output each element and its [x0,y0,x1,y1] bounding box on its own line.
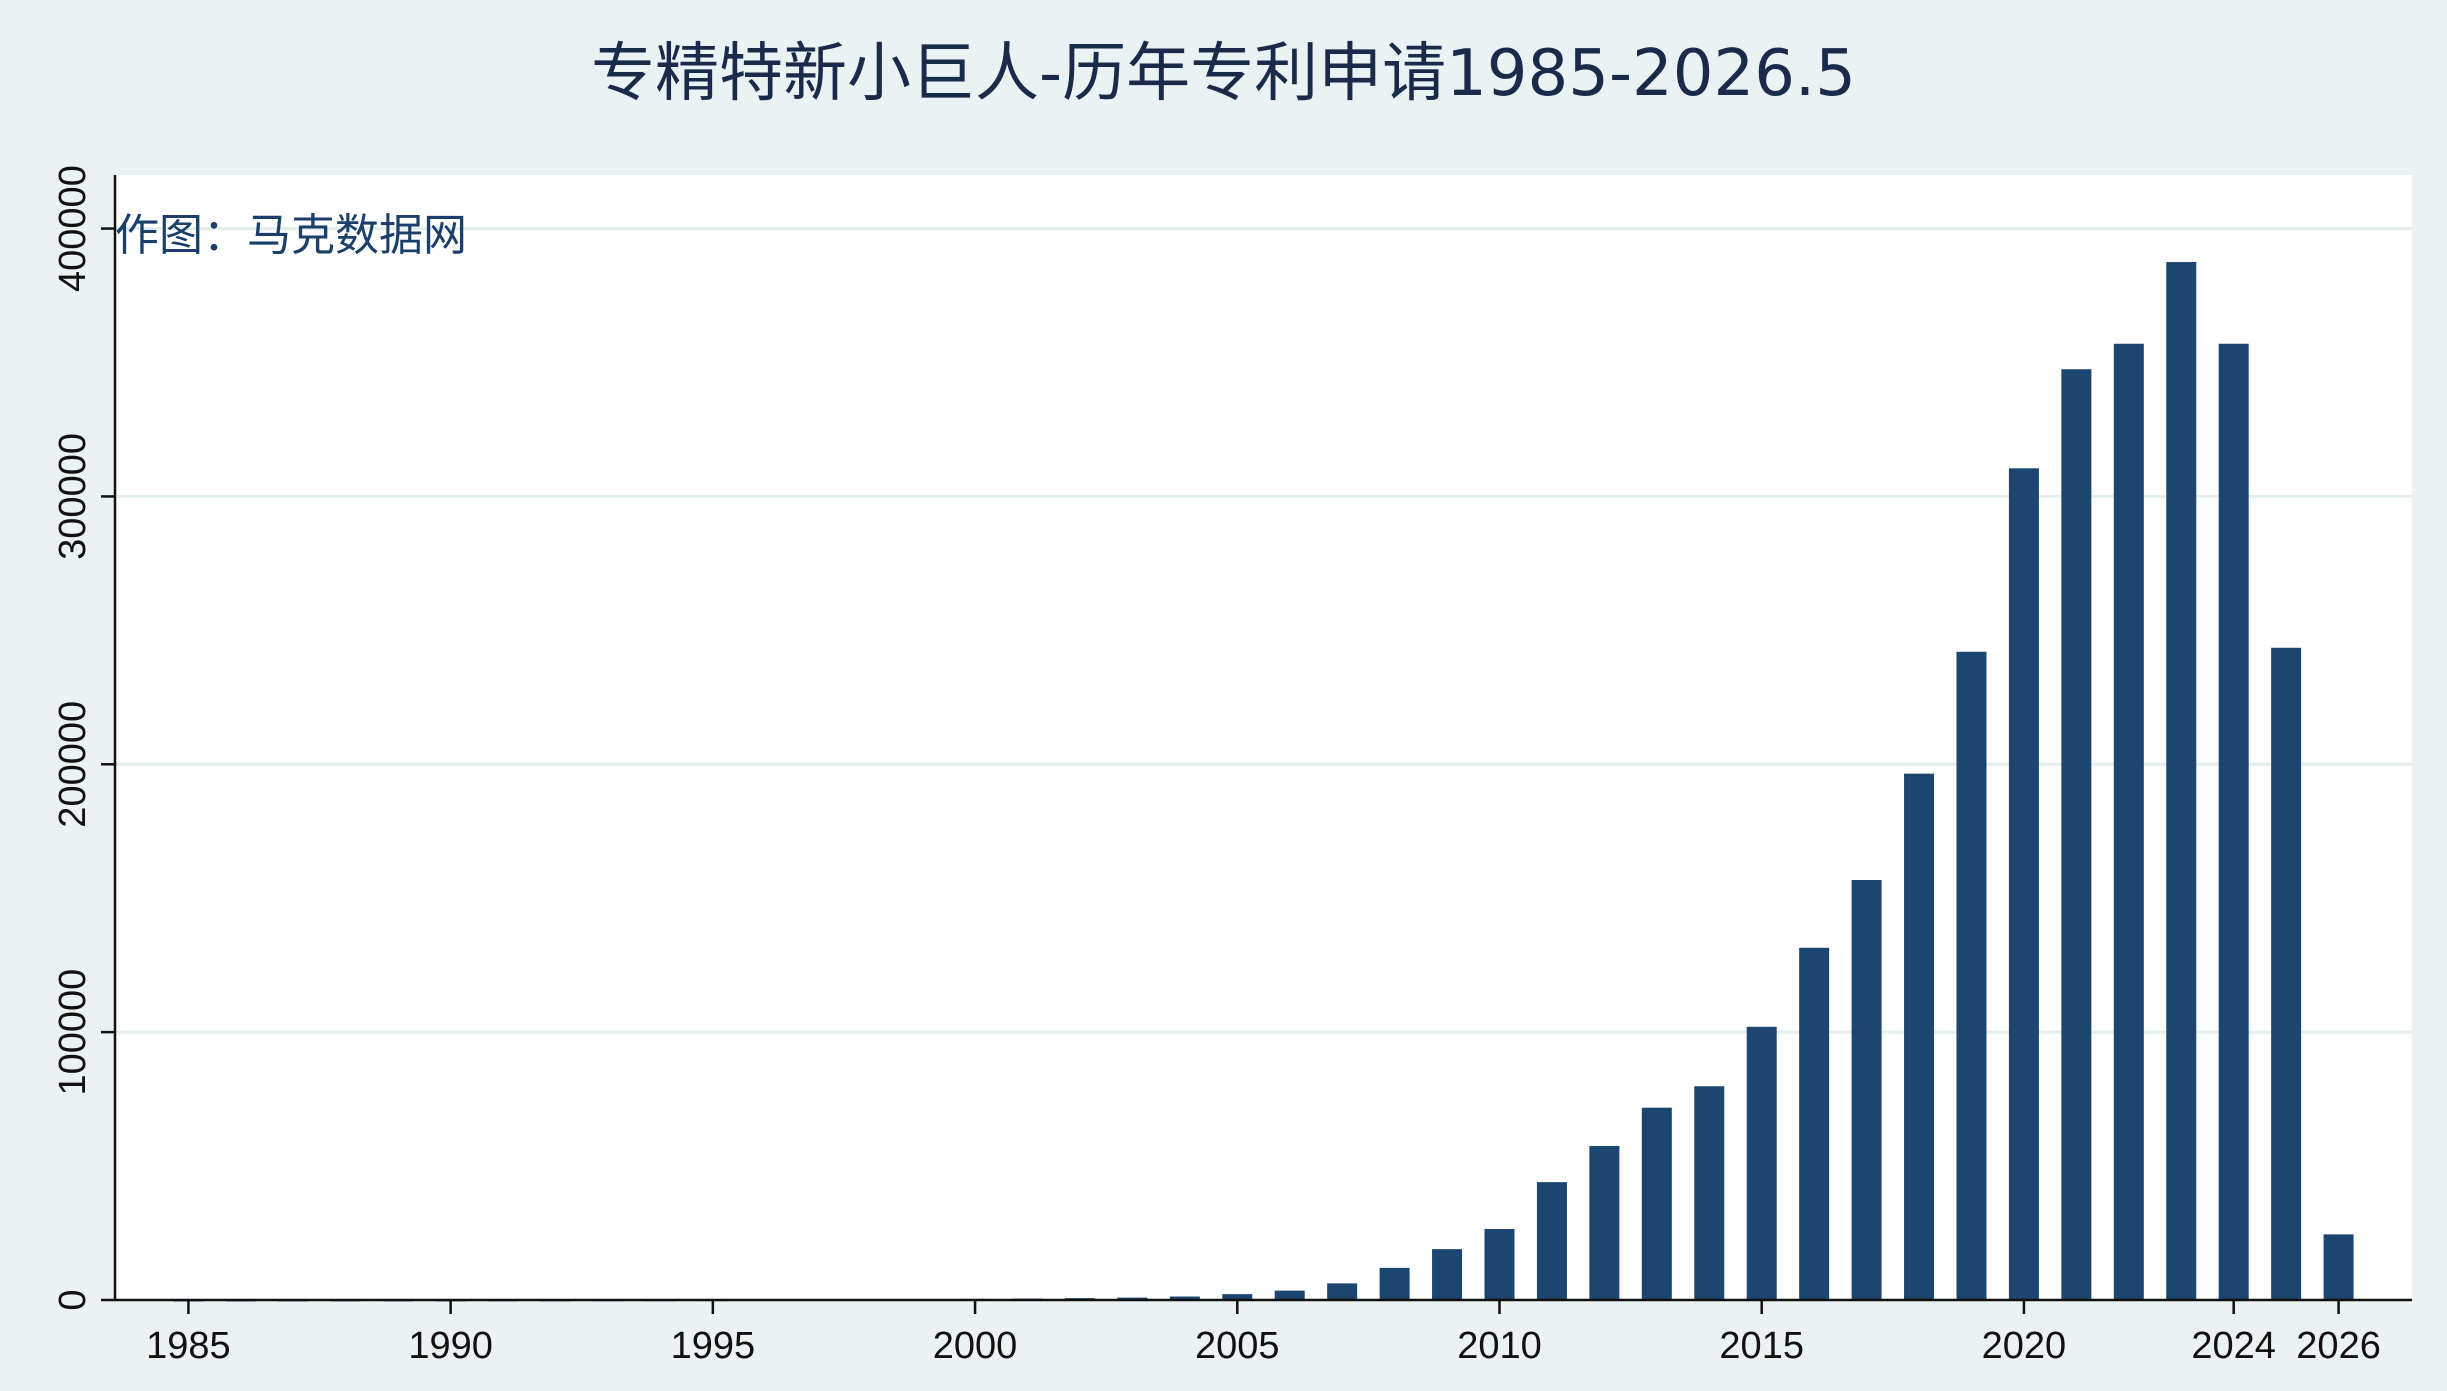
bar-2021 [2061,369,2092,1301]
x-tick-label: 1985 [146,1325,231,1367]
y-tick-label: 0 [52,1289,94,1310]
bar-2025 [2271,647,2302,1300]
y-tick-label: 300000 [52,433,94,560]
x-tick-label: 1990 [408,1325,493,1367]
x-tick-label: 2020 [1982,1325,2067,1367]
bar-2011 [1536,1182,1567,1300]
y-tick-label: 100000 [52,969,94,1096]
bar-2014 [1694,1086,1725,1300]
x-tick-label: 2024 [2191,1325,2276,1367]
bar-2009 [1432,1249,1463,1300]
bar-2007 [1327,1283,1358,1300]
bar-2004 [1169,1296,1200,1300]
chart-title: 专精特新小巨人-历年专利申请1985-2026.5 [591,37,1856,111]
bar-2015 [1746,1026,1777,1300]
bar-2024 [2218,343,2249,1300]
x-tick-label: 2015 [1719,1325,1804,1367]
bar-2022 [2113,343,2144,1300]
tick-labels: 0 100000 200000 300000 400000 1985 1990 1995 200… [52,165,2381,1367]
bar-2005 [1222,1294,1253,1300]
x-tick-label: 2026 [2296,1325,2381,1367]
x-tick-label: 2000 [933,1325,1018,1367]
x-tick-label: 2005 [1195,1325,1280,1367]
y-tick-label: 200000 [52,701,94,828]
axes [101,175,2412,1314]
bar-2013 [1641,1107,1672,1300]
bar-2017 [1851,880,1882,1300]
bar-2006 [1274,1290,1305,1300]
bar-2018 [1904,773,1935,1300]
x-tick-label: 2010 [1457,1325,1542,1367]
x-tick-label: 1995 [671,1325,756,1367]
bar-2010 [1484,1229,1515,1300]
bar-2008 [1379,1267,1410,1300]
bar-2020 [2008,468,2039,1300]
bar-2026 [2323,1234,2354,1300]
chart-annotation: 作图：马克数据网 [115,210,467,261]
bar-2019 [1956,651,1987,1300]
bars [173,262,2354,1302]
y-tick-label: 400000 [52,165,94,292]
bar-2012 [1589,1145,1620,1300]
bar-2016 [1799,947,1830,1300]
bar-2023 [2166,262,2197,1300]
